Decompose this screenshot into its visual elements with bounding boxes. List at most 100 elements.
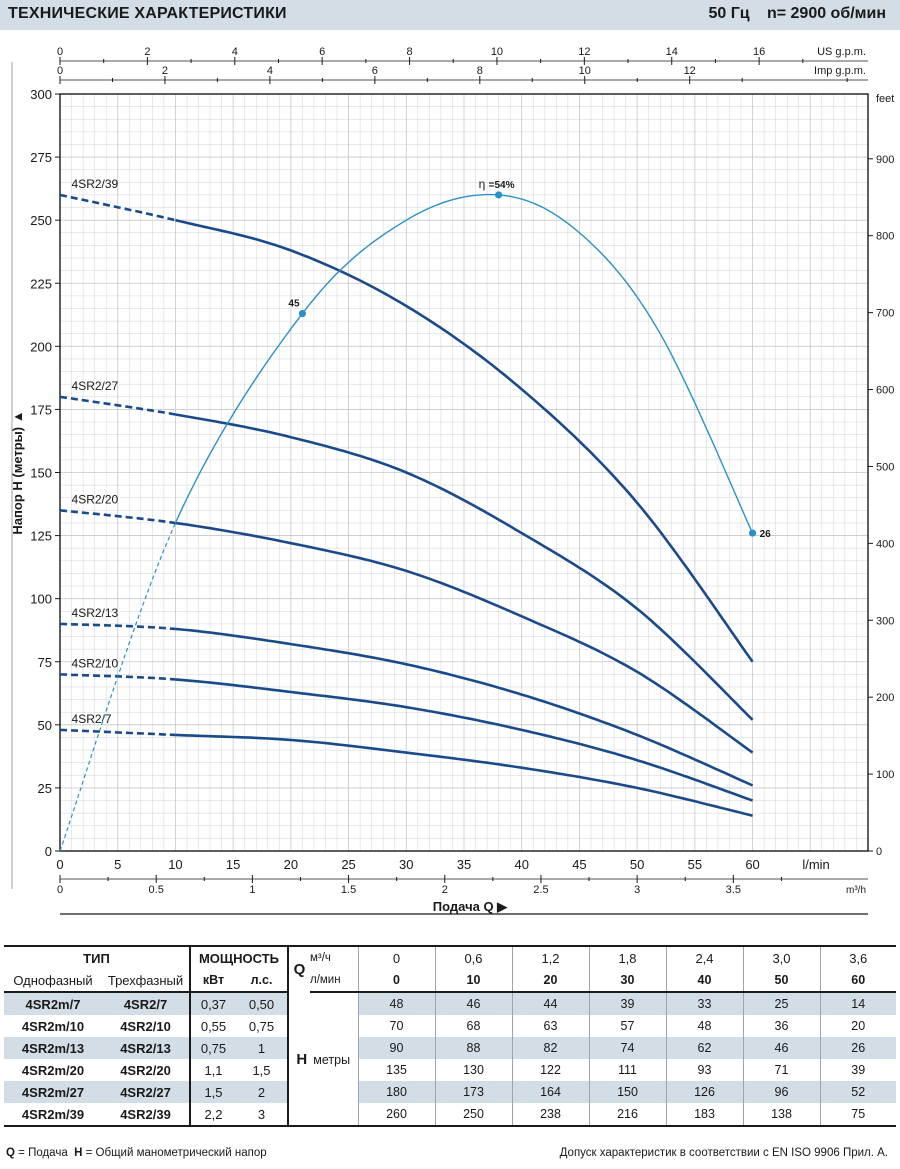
q-lmin-cell: 10 (434, 969, 512, 993)
head-value-cell: 183 (665, 1103, 743, 1127)
table-header-row-1: ТИП МОЩНОСТЬ Q м³/ч 0 0,6 1,2 1,8 2,4 3,… (4, 945, 896, 992)
power-hp: 0,50 (236, 992, 288, 1015)
x-tick-label: 20 (284, 857, 298, 872)
head-value-cell: 173 (434, 1081, 512, 1103)
head-value-cell: 82 (511, 1037, 589, 1059)
q-lmin-cell: 0 (357, 969, 435, 993)
y-tick-label: 200 (30, 339, 52, 354)
head-value-cell: 52 (819, 1081, 896, 1103)
head-value-cell: 90 (357, 1037, 435, 1059)
power-hp: 0,75 (248, 1018, 275, 1034)
efficiency-label: =54% (489, 180, 515, 191)
head-value-cell: 164 (511, 1081, 589, 1103)
head-value-cell: 238 (511, 1103, 589, 1127)
pump-curve-dashed-4SR2/7 (59, 728, 176, 737)
us-gpm-tick-label: 10 (491, 46, 503, 58)
q-m3h-cell: 1,8 (588, 945, 666, 969)
head-value-cell: 20 (819, 1015, 896, 1037)
feet-tick-label: 300 (876, 615, 894, 627)
single-phase-model: 4SR2m/20 (21, 1062, 85, 1078)
three-phase-header: Трехфазный (102, 969, 190, 993)
kw-header: кВт (189, 969, 236, 993)
y-tick-label: 75 (38, 655, 52, 670)
head-value-cell: 46 (434, 992, 512, 1015)
us-gpm-label: US g.p.m. (817, 46, 866, 58)
head-value-cell: 130 (434, 1059, 512, 1081)
head-value-cell: 180 (357, 1081, 435, 1103)
imp-gpm-tick-label: 8 (477, 65, 483, 77)
imp-gpm-tick-label: 4 (267, 65, 273, 77)
q-unit-m3h: м³/ч (310, 945, 358, 969)
y-tick-label: 250 (30, 213, 52, 228)
pump-curve-label: 4SR2/7 (72, 712, 112, 726)
feet-tick-label: 0 (876, 846, 882, 858)
power-kw: 2,2 (189, 1103, 236, 1127)
feet-tick-label: 200 (876, 692, 894, 704)
feet-tick-label: 100 (876, 769, 894, 781)
x-tick-label: 60 (745, 857, 759, 872)
head-value-cell: 68 (434, 1015, 512, 1037)
power-kw: 1,5 (189, 1081, 236, 1103)
footer-legend: Q = Подача H = Общий манометрический нап… (6, 1147, 267, 1159)
m3h-tick-label: 1 (249, 884, 255, 896)
power-kw: 1,1 (189, 1059, 236, 1081)
power-hp: 2 (236, 1081, 288, 1103)
us-gpm-tick-label: 6 (319, 46, 325, 58)
pump-curves (59, 193, 754, 817)
table-row: 4SR2m/39 4SR2/39 2,2 3 260 250 238 216 183 138 75 (4, 1103, 896, 1127)
pump-curve-4SR2/20 (175, 521, 754, 754)
head-value-cell: 93 (665, 1059, 743, 1081)
pump-curve-4SR2/39 (175, 218, 754, 663)
table-row: 4SR2m/13 4SR2/13 0,75 1 90 88 82 74 62 46 26 (4, 1037, 896, 1059)
m3h-tick-label: 2.5 (533, 884, 548, 896)
three-phase-model: 4SR2/20 (120, 1062, 171, 1078)
us-gpm-tick-label: 0 (57, 46, 63, 58)
pump-curve-label: 4SR2/10 (72, 656, 119, 670)
head-value-cell: 138 (742, 1103, 820, 1127)
footer-tolerance: Допуск характеристик в соответствии с EN… (559, 1147, 888, 1159)
pump-curve-4SR2/10 (175, 678, 754, 802)
three-phase-model: 4SR2/13 (102, 1037, 190, 1059)
m3h-tick-label: 0 (57, 884, 63, 896)
footer-h-letter: H (74, 1147, 83, 1159)
power-kw: 0,75 (189, 1037, 236, 1059)
feet-tick-label: 400 (876, 538, 894, 550)
pump-curve-dashed-4SR2/39 (59, 193, 176, 222)
pump-curve-4SR2/27 (175, 413, 754, 721)
q-lmin-cell: 60 (819, 969, 896, 993)
head-value-cell: 26 (819, 1037, 896, 1059)
x-tick-label: 15 (226, 857, 240, 872)
y-tick-label: 275 (30, 150, 52, 165)
y-tick-label: 0 (45, 844, 52, 859)
y-tick-label: 150 (30, 466, 52, 481)
head-value-cell: 88 (434, 1037, 512, 1059)
m3h-unit-label: m³/h (846, 885, 866, 896)
head-value-cell: 44 (511, 992, 589, 1015)
head-value-cell: 25 (742, 992, 820, 1015)
q-m3h-cell: 3,6 (819, 945, 896, 969)
head-value-cell: 250 (434, 1103, 512, 1127)
x-tick-label: 10 (168, 857, 182, 872)
us-gpm-tick-label: 8 (406, 46, 412, 58)
feet-tick-label: 900 (876, 154, 894, 166)
frequency-label: 50 Гц (708, 5, 750, 22)
footer-h-text: = Общий манометрический напор (85, 1147, 267, 1159)
x-tick-label: 5 (114, 857, 121, 872)
q-lmin-cell: 40 (665, 969, 743, 993)
pump-curve-4SR2/7 (175, 733, 753, 817)
head-value-cell: 216 (588, 1103, 666, 1127)
head-value-cell: 126 (665, 1081, 743, 1103)
head-value-cell: 75 (819, 1103, 896, 1127)
chart-grid (59, 93, 869, 852)
single-phase-model: 4SR2m/13 (4, 1037, 102, 1059)
y-tick-label: 300 (30, 87, 52, 102)
head-value-cell: 96 (742, 1081, 820, 1103)
hp-header: л.с. (236, 969, 288, 993)
three-phase-model: 4SR2/39 (102, 1103, 190, 1127)
us-gpm-tick-label: 12 (578, 46, 590, 58)
x-tick-label: 35 (457, 857, 471, 872)
pump-curve-label: 4SR2/20 (72, 492, 119, 506)
